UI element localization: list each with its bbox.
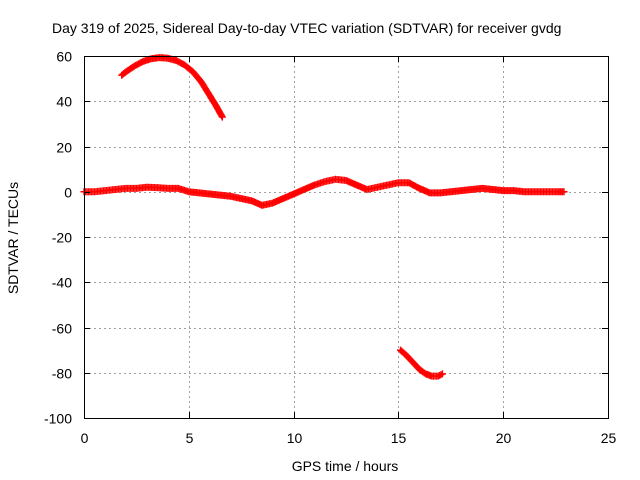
x-tick-label: 15	[391, 430, 407, 446]
y-tick-label: -60	[52, 321, 72, 337]
series-lower-arc	[396, 346, 446, 380]
y-axis-label: SDTVAR / TECUs	[5, 182, 21, 294]
x-axis-label: GPS time / hours	[292, 458, 399, 474]
x-tick-label: 25	[601, 430, 617, 446]
tick-layer: 0 5 10 15 20 25 -100 -80 -60 -40 -20 0 20 40 60	[44, 49, 617, 447]
x-tick-label: 0	[81, 430, 89, 446]
series-main-track	[80, 175, 568, 209]
data-point	[438, 370, 446, 378]
x-tick-label: 20	[496, 430, 512, 446]
chart-title: Day 319 of 2025, Sidereal Day-to-day VTE…	[52, 20, 561, 36]
y-tick-label: 40	[56, 94, 72, 110]
data-point	[437, 371, 445, 379]
x-tick-label: 5	[186, 430, 194, 446]
x-tick-label: 10	[287, 430, 303, 446]
y-tick-label: 0	[64, 185, 72, 201]
y-tick-label: -20	[52, 230, 72, 246]
y-tick-label: -80	[52, 366, 72, 382]
y-tick-label: 60	[56, 49, 72, 65]
data-layer	[80, 54, 568, 380]
y-tick-label: -40	[52, 275, 72, 291]
y-tick-label: 20	[56, 140, 72, 156]
data-point	[218, 113, 226, 121]
data-point	[560, 188, 568, 196]
grid-layer	[84, 56, 608, 418]
y-tick-label: -100	[44, 411, 72, 427]
series-upper-arc	[118, 54, 226, 121]
